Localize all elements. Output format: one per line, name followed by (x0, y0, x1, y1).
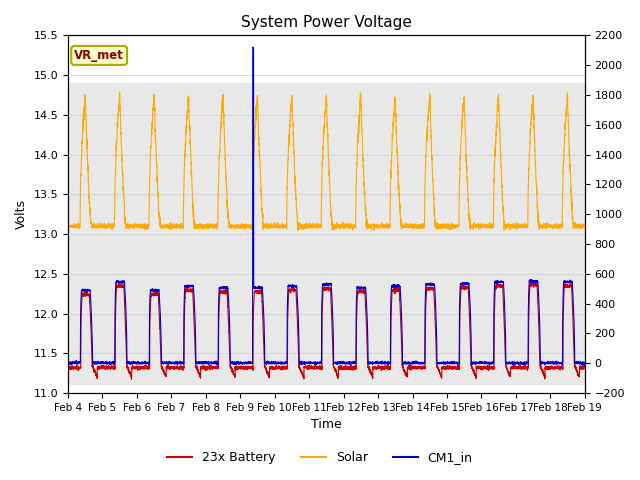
Title: System Power Voltage: System Power Voltage (241, 15, 412, 30)
X-axis label: Time: Time (311, 419, 342, 432)
Y-axis label: Volts: Volts (15, 199, 28, 229)
Text: VR_met: VR_met (74, 49, 124, 62)
Legend: 23x Battery, Solar, CM1_in: 23x Battery, Solar, CM1_in (163, 446, 477, 469)
Bar (68, 83, 585, 242)
Bar (68, 242, 585, 385)
